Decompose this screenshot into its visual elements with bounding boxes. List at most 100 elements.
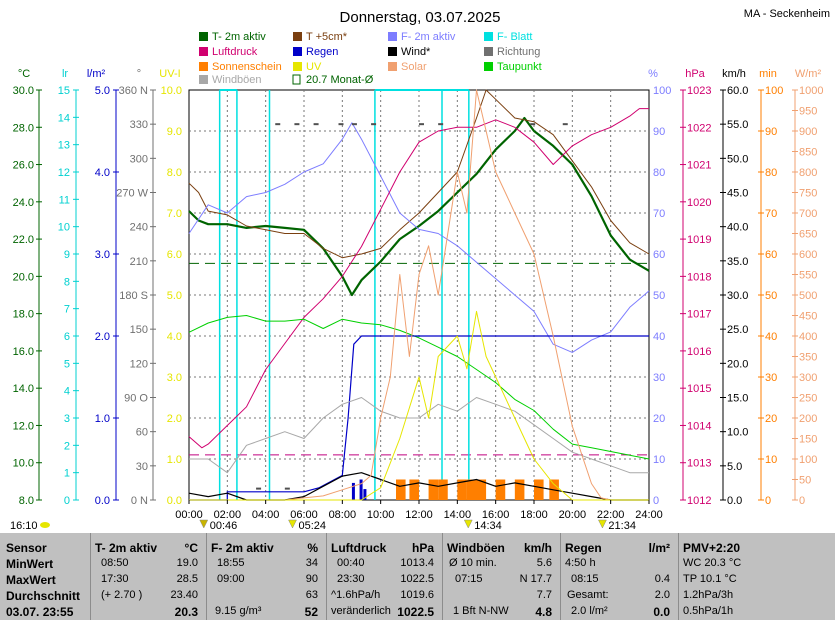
axis-tick-lr: 2 [64,440,70,452]
legend-swatch [293,47,302,56]
stats-sensor: Sensor MinWert MaxWert Durchschnitt 03.0… [0,533,90,620]
axis-tick-uv: 7.0 [167,208,182,220]
x-tick-label: 14:00 [444,509,472,521]
stats-rain-max: 0.4 [654,573,670,585]
stats-pmv-trend3h: 1.2hPa/3h [683,589,734,601]
axis-tick-solar: 50 [799,475,811,487]
axis-tick-lr: 12 [58,167,70,179]
axis-tick-lr: 5 [64,358,70,370]
axis-tick-dir: 150 [130,324,148,336]
axis-tick-hum: 20 [653,413,665,425]
legend-label: Wind* [401,46,431,58]
sunshine-bar [466,479,477,500]
axis-tick-min: 80 [765,167,777,179]
axis-tick-uv: 3.0 [167,372,182,384]
event-marker-moonrise [199,519,209,529]
stats-temp: T- 2m aktiv °C 08:50 19.0 17:30 28.5 (+ … [91,533,206,620]
axis-tick-rain: 0.0 [95,495,110,507]
stats-temp-max: 28.5 [176,573,198,585]
stats-wind: Windböen km/h Ø 10 min. 5.6 07:15 N 17.7… [443,533,560,620]
axis-tick-solar: 950 [799,106,817,118]
sunshine-bar [495,479,506,500]
axis-tick-solar: 450 [799,311,817,323]
stats-pmv-title: PMV+2:20 [683,541,741,555]
axis-tick-uv: 0.0 [167,495,182,507]
stats-rain-max-time: 08:15 [571,573,599,585]
x-axis: 00:00 02:00 04:00 06:00 08:00 10:00 12:00 14:00… [175,500,663,521]
x-tick-label: 20:00 [559,509,587,521]
axis-tick-press: 1014 [687,420,711,432]
axis-tick-wind: 20.0 [727,358,748,370]
sun-icon [40,522,50,528]
axis-tick-solar: 900 [799,126,817,138]
axis-unit-hum: % [648,68,658,80]
axis-tick-min: 0 [765,495,771,507]
axis-unit-dir: ° [137,68,141,80]
stats-rain-total: 2.0 [654,589,670,601]
x-tick-label: 06:00 [290,509,318,521]
axis-tick-press: 1013 [687,458,711,470]
legend-swatch [293,62,302,71]
x-tick-label: 00:00 [175,509,203,521]
stats-wind-max: N 17.7 [519,573,552,585]
stats-temp-min: 19.0 [176,557,198,569]
stats-press-min-time: 00:40 [337,557,365,569]
axis-tick-temp: 12.0 [13,420,34,432]
sunshine-bar [396,479,406,500]
axis-tick-temp: 14.0 [13,383,34,395]
axis-tick-hum: 0 [653,495,659,507]
axis-tick-hum: 50 [653,290,665,302]
axis-tick-temp: 22.0 [13,234,34,246]
axis-tick-press: 1020 [687,197,711,209]
stats-hum-current: 52 [304,605,318,619]
x-tick-label: 18:00 [520,509,548,521]
current-time-label: 16:10 [10,520,38,532]
stats-press-current: 1022.5 [397,605,434,619]
axis-tick-lr: 4 [64,386,70,398]
stats-rain-total-label: Gesamt: [567,589,609,601]
axis-tick-min: 40 [765,331,777,343]
stats-temp-title: T- 2m aktiv [95,541,158,555]
stats-rain-duration: 4:50 h [565,557,596,569]
axis-tick-solar: 150 [799,434,817,446]
legend-label: Sonnenschein [212,61,282,73]
rain-intensity-bar [351,482,355,500]
stats-wind-max-time: 07:15 [455,573,483,585]
axis-tick-solar: 200 [799,413,817,425]
axis-tick-solar: 300 [799,372,817,384]
stats-hum-absolute: 9.15 g/m³ [215,605,262,617]
axis-tick-solar: 600 [799,249,817,261]
axis-tick-press: 1023 [687,85,711,97]
axis-tick-rain: 2.0 [95,331,110,343]
axis-tick-press: 1017 [687,309,711,321]
axis-tick-temp: 24.0 [13,197,34,209]
axis-tick-min: 10 [765,454,777,466]
stats-hum-unit: % [307,541,318,555]
legend-label: Taupunkt [497,61,542,73]
x-tick-label: 16:00 [482,509,510,521]
axes: °C30.028.026.024.022.020.018.016.014.012… [13,68,824,507]
axis-tick-lr: 10 [58,222,70,234]
axis-tick-wind: 25.0 [727,324,748,336]
axis-unit-temp: °C [18,68,30,80]
axis-tick-wind: 50.0 [727,153,748,165]
axis-tick-uv: 6.0 [167,249,182,261]
axis-tick-wind: 30.0 [727,290,748,302]
axis-tick-min: 20 [765,413,777,425]
axis-tick-dir: 330 [130,119,148,131]
axis-tick-lr: 0 [64,495,70,507]
axis-tick-hum: 40 [653,331,665,343]
series-windb-en [189,397,649,474]
axis-tick-hum: 30 [653,372,665,384]
stats-rain-title: Regen [565,541,602,555]
series-uv [189,310,649,501]
event-time-sunset: 21:34 [608,520,636,532]
event-marker-sunset [598,519,607,529]
stats-temp-avg: 23.40 [170,589,198,601]
axis-tick-temp: 8.0 [19,495,34,507]
event-time-noon: 14:34 [474,520,502,532]
axis-tick-hum: 100 [653,85,671,97]
axis-tick-dir: 240 [130,222,148,234]
axis-tick-solar: 1000 [799,85,823,97]
axis-tick-min: 60 [765,249,777,261]
